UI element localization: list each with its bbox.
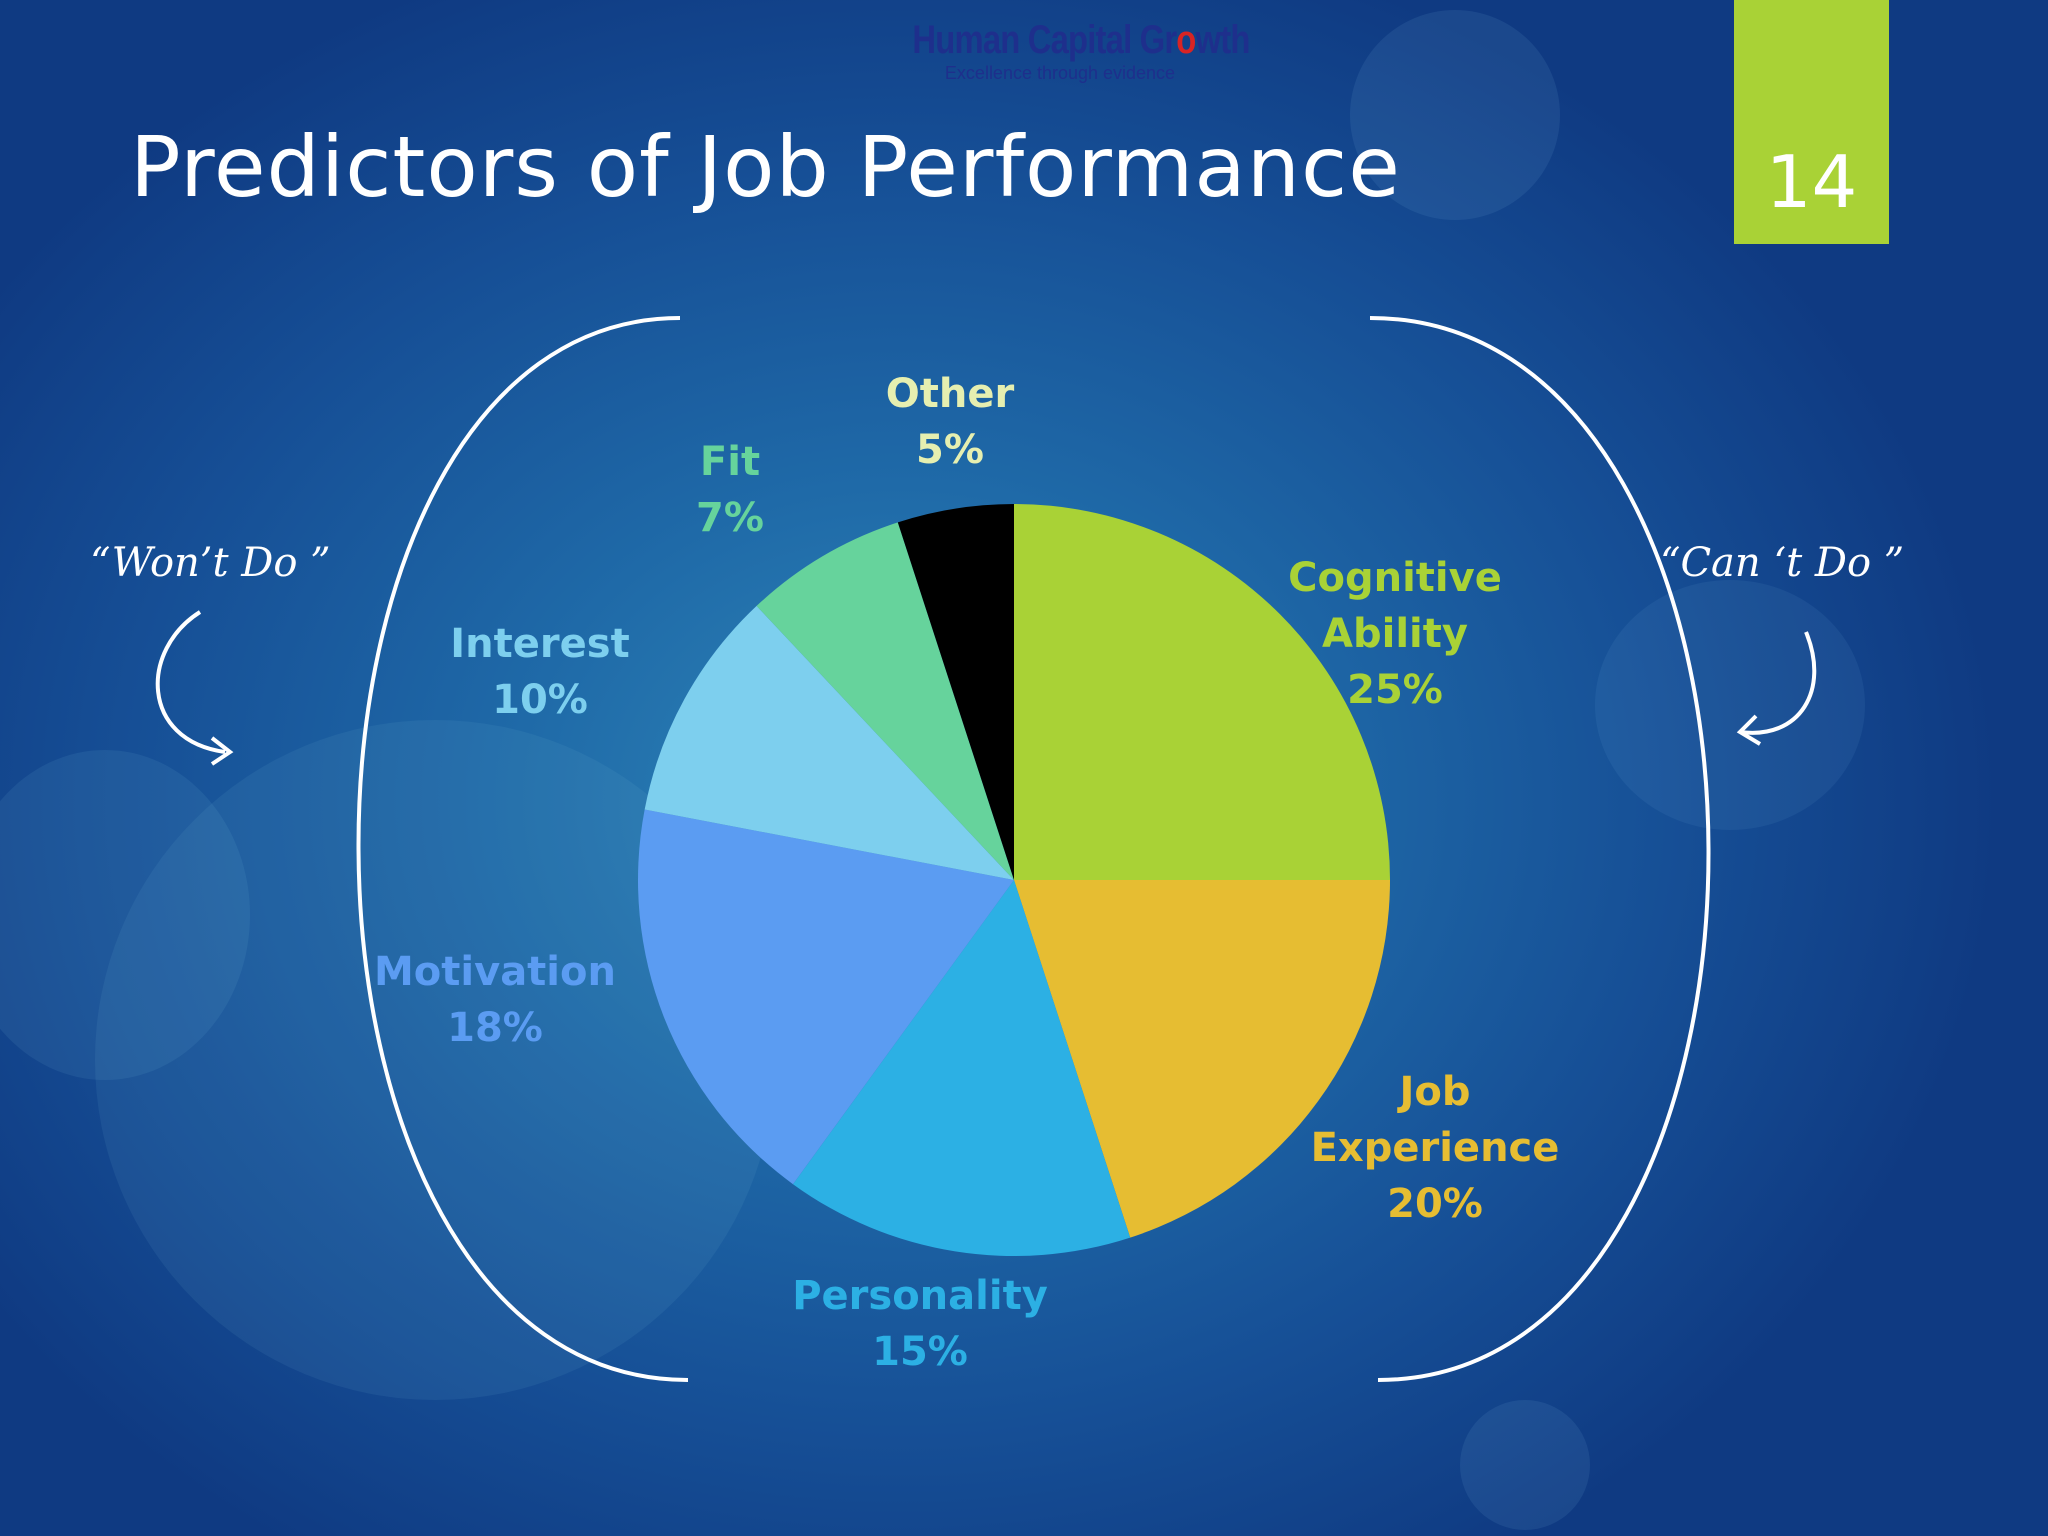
label-fit: Fit 7%: [696, 439, 764, 541]
logo-tagline: Excellence through evidence: [944, 63, 1176, 83]
slide-title: Predictors of Job Performance: [130, 118, 1401, 216]
pie-slice-fit: [756, 522, 1014, 880]
label-motivation: Motivation 18%: [374, 949, 616, 1051]
slide-number: 14: [1765, 140, 1858, 224]
pie-slice-job-experience: [1014, 880, 1390, 1238]
right-bracket: [1369, 316, 1711, 1382]
pie-slice-cognitive-ability: [1014, 504, 1390, 880]
curved-arrow-right-icon: [1739, 631, 1817, 735]
cant-do-annotation: “Can ‘t Do ”: [1660, 540, 1905, 586]
arrowhead-right-icon: [1736, 714, 1762, 746]
pie-slice-motivation: [637, 809, 1014, 1185]
pie-slice-personality: [792, 880, 1131, 1257]
curved-arrow-left-icon: [155, 610, 226, 754]
slide-number-box: 14: [1734, 0, 1889, 244]
pie-slice-other: [897, 504, 1014, 880]
logo-name: Human Capital Growth: [912, 18, 1250, 62]
label-interest: Interest 10%: [450, 621, 630, 723]
label-job-experience: Job Experience 20%: [1310, 1069, 1560, 1227]
label-cognitive-ability: Cognitive Ability 25%: [1288, 555, 1502, 713]
label-personality: Personality 15%: [792, 1273, 1048, 1375]
wont-do-annotation: “Won’t Do ”: [90, 540, 331, 586]
label-other: Other 5%: [885, 371, 1015, 473]
pie-slices: [637, 504, 1390, 1257]
left-bracket: [356, 316, 689, 1382]
pie-slice-interest: [644, 605, 1014, 880]
company-logo: Human Capital Growth Excellence through …: [880, 18, 1250, 84]
arrowhead-left-icon: [210, 736, 234, 766]
